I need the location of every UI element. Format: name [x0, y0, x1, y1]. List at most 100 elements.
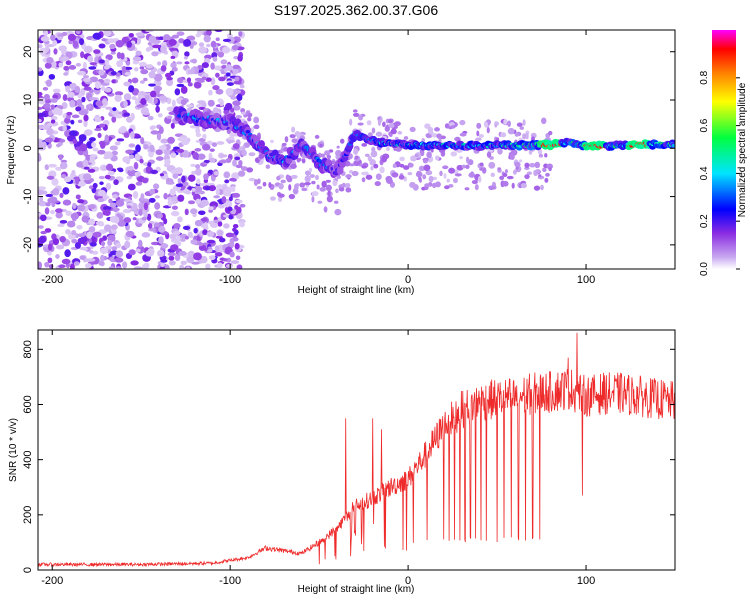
spectrogram-cell	[83, 119, 88, 128]
spectrogram-cell	[349, 118, 353, 126]
spectrogram-cell	[239, 146, 243, 151]
spectrogram-cell	[377, 119, 382, 126]
spectrogram-cell	[141, 216, 147, 221]
spectrogram-cell	[166, 97, 172, 105]
spectrogram-cell	[215, 37, 220, 42]
spectrogram-cell	[479, 162, 484, 167]
spectrogram-cell	[189, 43, 194, 49]
spectrogram-cell	[333, 200, 339, 204]
spectrogram-cell	[55, 254, 60, 259]
spectrogram-cell	[165, 144, 171, 151]
spectrogram-cell	[465, 164, 470, 169]
spectrogram-cell	[525, 132, 529, 140]
spectrogram-cell	[241, 111, 247, 115]
spectrogram-cell	[80, 88, 86, 96]
spectrogram-cell	[435, 155, 440, 161]
spectrogram-cell	[135, 144, 141, 153]
spectrogram-cell	[409, 126, 416, 132]
spectrogram-cell	[174, 167, 184, 175]
colorbar-tick-label: 0.2	[699, 214, 710, 228]
spectrogram-cell	[488, 185, 496, 190]
spectrogram-cell	[47, 257, 53, 264]
spectrogram-cell	[342, 182, 346, 187]
spectrogram-cell	[83, 86, 92, 91]
spectrogram-cell	[217, 51, 224, 58]
spectrogram-cell	[77, 233, 86, 238]
spectrogram-cell	[208, 157, 216, 163]
spectrogram-cell	[39, 214, 47, 222]
spectrogram-cell	[450, 125, 456, 129]
spectrogram-cell	[544, 177, 549, 183]
spectrogram-cell	[366, 120, 372, 126]
spectrogram-cell	[202, 133, 207, 140]
spectrogram-cell	[105, 182, 112, 191]
spectrogram-cell	[205, 77, 212, 82]
snr-x-ticks: -200 -100 0 100	[41, 330, 595, 587]
spectrogram-cell	[38, 44, 43, 49]
spectrogram-cell	[546, 163, 553, 170]
spectrogram-cell	[89, 97, 98, 101]
spectrogram-cell	[435, 181, 441, 188]
spectrogram-cell	[86, 231, 93, 239]
y-tick-label: 20	[22, 46, 34, 58]
spectrogram-cell	[116, 60, 123, 68]
spectrogram-cell	[234, 156, 241, 161]
spectrogram-cell	[197, 79, 205, 83]
spectrogram-cell	[134, 171, 141, 177]
spectrogram-cell	[162, 34, 171, 42]
spectrogram-cell	[99, 181, 104, 186]
spectrogram-cell	[221, 196, 227, 204]
spectrogram-cell	[234, 204, 239, 210]
spectrogram-cell	[479, 167, 485, 171]
spectrogram-cell	[198, 42, 205, 48]
spectrogram-cell	[171, 34, 180, 39]
spectrogram-cell	[218, 159, 228, 164]
x-tick-label: 0	[405, 274, 411, 286]
spectrogram-cell	[38, 97, 46, 105]
spectrogram-cell	[109, 202, 117, 208]
spectrogram-cell	[104, 134, 109, 143]
spectrogram-cell	[139, 80, 145, 84]
spectrogram-cell	[223, 171, 231, 179]
spectrogram-cell	[123, 81, 131, 87]
spectrogram-cell	[304, 145, 309, 150]
spectrogram-cell	[526, 171, 533, 175]
spectrogram-cell	[70, 212, 80, 220]
spectrogram-cell	[74, 85, 81, 93]
spectrogram-cell	[507, 120, 512, 127]
spectrogram-cell	[65, 229, 71, 235]
spectrogram-cell	[38, 91, 43, 97]
spectrogram-cell	[537, 149, 543, 155]
spectrogram-cell	[194, 219, 203, 227]
spectrogram-cell	[202, 229, 208, 236]
spectrogram-cell	[208, 206, 214, 211]
spectrogram-cell	[181, 139, 190, 146]
spectrogram-x-label: Height of straight line (km)	[298, 285, 415, 296]
spectrogram-cell	[131, 77, 139, 84]
spectrogram-cell	[185, 104, 194, 108]
spectrogram-cell	[55, 211, 63, 219]
spectrogram-cell	[170, 169, 176, 175]
spectrogram-cell	[319, 187, 326, 192]
spectrogram-cell	[77, 237, 86, 245]
spectrogram-cell	[230, 260, 240, 264]
spectrogram-cell	[94, 56, 100, 65]
spectrogram-cell	[476, 130, 480, 137]
spectrogram-cell	[158, 36, 165, 41]
spectrogram-cell	[47, 163, 57, 168]
spectrogram-cell	[371, 127, 376, 134]
spectrogram-cell	[62, 199, 72, 206]
spectrogram-cell	[72, 138, 78, 145]
spectrogram-cell	[103, 30, 112, 37]
spectrogram-cell	[128, 143, 136, 148]
spectrogram-cell	[118, 127, 127, 133]
spectrogram-cell	[95, 100, 104, 107]
spectrogram-y-ticks: -20 -10 0 10 20	[22, 46, 675, 253]
spectrogram-cell	[187, 231, 193, 238]
spectrogram-cell	[136, 104, 145, 108]
spectrogram-cell	[208, 185, 217, 192]
spectrogram-cell	[150, 169, 158, 174]
spectrogram-cell	[44, 137, 54, 143]
spectrogram-cell	[94, 116, 102, 123]
